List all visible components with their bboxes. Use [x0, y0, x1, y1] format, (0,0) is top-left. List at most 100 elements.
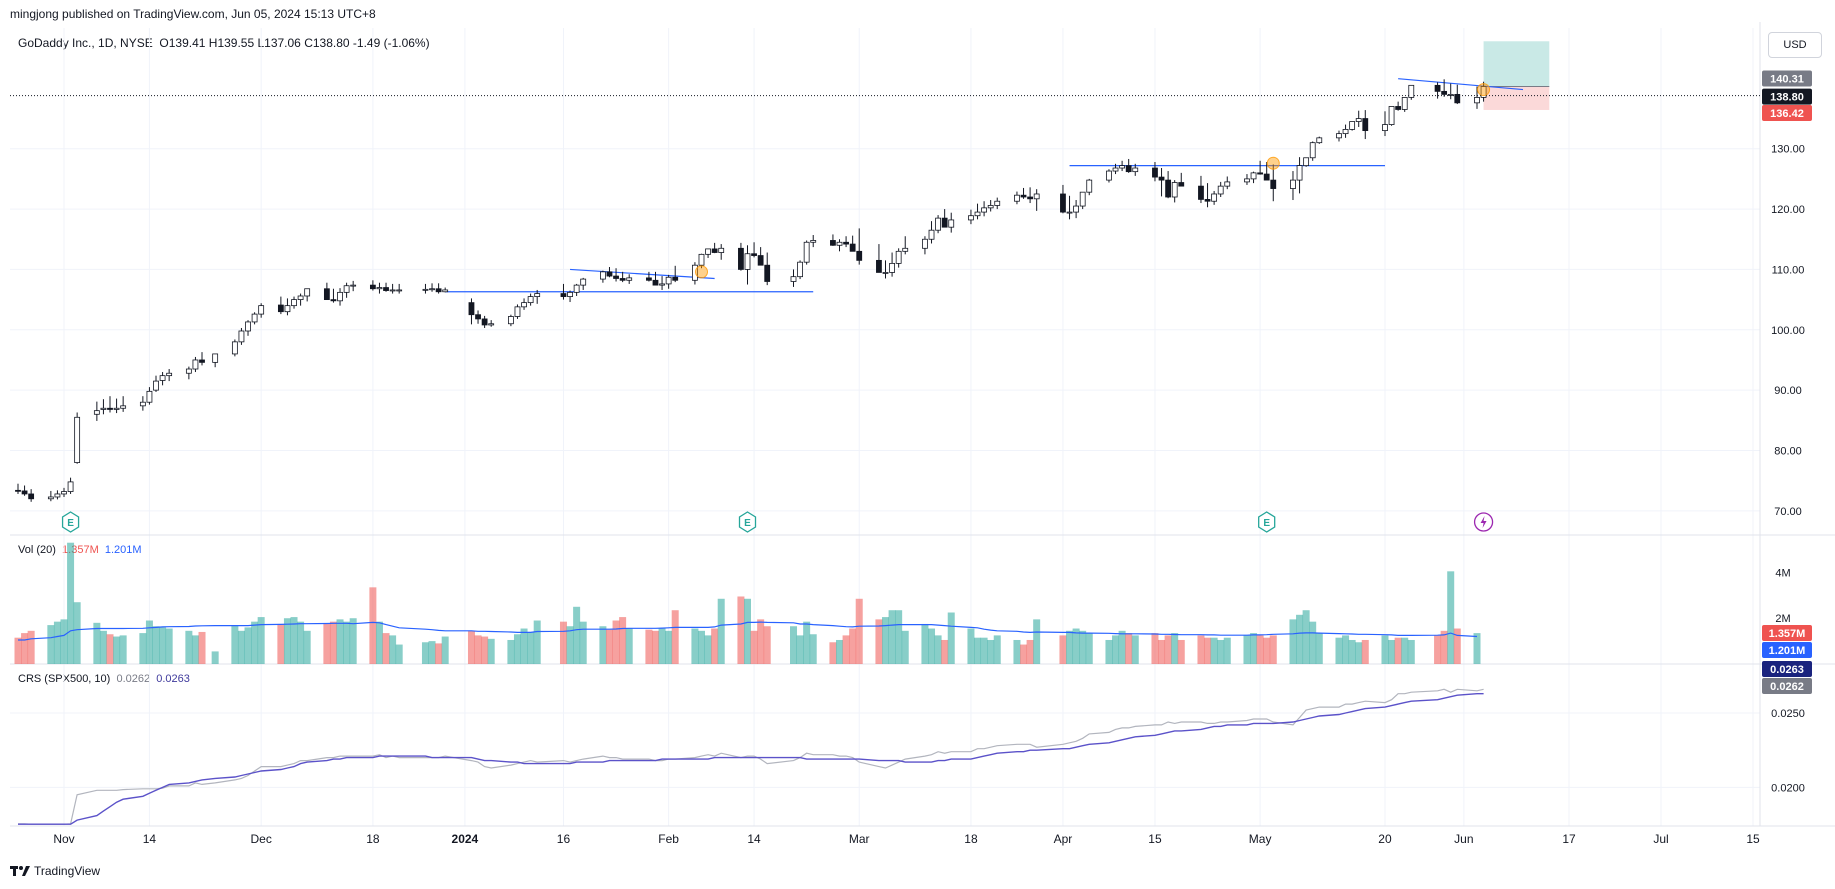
- candle-body: [488, 323, 495, 326]
- volume-bar: [737, 596, 745, 664]
- volume-bar: [1250, 633, 1258, 664]
- volume-bar: [467, 630, 475, 664]
- trend-line: [570, 268, 715, 280]
- volume-bar: [106, 634, 114, 664]
- candle-body: [21, 490, 28, 495]
- candle: [534, 289, 541, 304]
- x-tick-label: 14: [143, 832, 157, 846]
- volume-bar: [691, 628, 699, 664]
- volume-bar: [1440, 630, 1448, 664]
- breakout-marker: [694, 265, 708, 279]
- currency-button[interactable]: USD: [1768, 32, 1822, 58]
- ohlc-values: O139.41 H139.55 L137.06 C138.80 -1.49 (-…: [159, 36, 430, 50]
- volume-bar: [375, 621, 383, 664]
- candle: [941, 209, 948, 228]
- symbol-name[interactable]: GoDaddy Inc., 1D, NYSE: [18, 36, 153, 50]
- candle-body: [521, 302, 527, 308]
- volume-bar: [21, 633, 29, 664]
- candle-body: [1395, 106, 1402, 110]
- x-tick-label: Nov: [53, 832, 74, 846]
- candle: [192, 356, 199, 373]
- earnings-hexagon: [738, 511, 757, 533]
- candle: [199, 352, 205, 366]
- candle-body: [429, 288, 435, 291]
- candle-body: [790, 276, 797, 282]
- volume-bar: [93, 622, 101, 664]
- candle-body: [15, 489, 21, 492]
- candle: [1270, 164, 1277, 202]
- candle-body: [1447, 93, 1454, 96]
- candle: [751, 242, 757, 258]
- crs-tag-value: 0.0262: [1762, 678, 1812, 694]
- volume-bar: [159, 627, 167, 664]
- volume-bar: [1066, 630, 1074, 664]
- candle-body: [797, 261, 803, 278]
- y-tick-label: 80.00: [1774, 446, 1802, 458]
- volume-bar: [1197, 635, 1205, 664]
- volume-bar: [1085, 633, 1093, 664]
- candle-body: [1454, 93, 1461, 104]
- candle-body: [468, 302, 475, 316]
- volume-bar: [829, 642, 837, 664]
- candle-body: [928, 229, 935, 240]
- candle-body: [1309, 142, 1316, 159]
- candle-body: [889, 262, 895, 273]
- candle: [935, 215, 941, 234]
- volume-tag-value-bg: [1762, 625, 1812, 641]
- volume-bar: [1210, 637, 1218, 664]
- candle: [1027, 187, 1033, 204]
- volume-bar: [1072, 628, 1080, 664]
- candle-body: [1270, 179, 1277, 189]
- y-tick-label: 110.00: [1772, 264, 1805, 276]
- candle-body: [994, 200, 1001, 206]
- candle: [665, 274, 672, 289]
- candle-body: [1257, 172, 1264, 175]
- volume-bar: [1217, 639, 1225, 664]
- candle-body: [1033, 193, 1040, 200]
- volume-bar: [901, 630, 909, 664]
- y-tick-label: 120.00: [1771, 204, 1805, 216]
- candle: [1388, 106, 1395, 126]
- volume-bar: [599, 626, 607, 664]
- candle: [803, 240, 810, 265]
- volume-bar: [1263, 637, 1271, 664]
- volume-bar: [421, 642, 429, 664]
- candle-body: [192, 359, 199, 370]
- volume-bar: [612, 620, 620, 664]
- volume-bar: [349, 618, 357, 664]
- candle-body: [442, 289, 449, 293]
- candle: [987, 200, 994, 212]
- price-tag-stop-bg: [1762, 104, 1812, 121]
- candle: [376, 282, 383, 294]
- candle: [291, 296, 297, 309]
- candle-body: [212, 353, 219, 363]
- candle-body: [28, 493, 35, 500]
- candle-body: [527, 296, 534, 304]
- candle: [626, 274, 633, 284]
- crs-line: [18, 688, 1484, 825]
- volume-bar: [928, 628, 936, 664]
- candle-body: [1474, 97, 1480, 104]
- candle: [1211, 190, 1218, 205]
- candle: [15, 483, 21, 494]
- candle: [981, 201, 987, 217]
- candle-body: [626, 277, 633, 281]
- candle-body: [1349, 121, 1356, 130]
- volume-bar: [99, 630, 107, 664]
- volume-bar: [1407, 639, 1415, 664]
- candle: [1060, 184, 1066, 214]
- volume-bar: [1171, 633, 1179, 664]
- candle: [1395, 101, 1402, 111]
- volume-bar: [619, 617, 627, 664]
- candle-body: [139, 401, 146, 407]
- candle-body: [619, 278, 626, 281]
- candle-body: [698, 253, 705, 266]
- candle: [560, 283, 567, 300]
- volume-bar: [389, 635, 397, 664]
- candle: [567, 290, 573, 303]
- volume-bar: [251, 621, 259, 664]
- volume-bar: [73, 602, 81, 664]
- candle: [1316, 136, 1323, 144]
- symbol-legend: GoDaddy Inc., 1D, NYSE O139.41 H139.55 L…: [18, 36, 430, 50]
